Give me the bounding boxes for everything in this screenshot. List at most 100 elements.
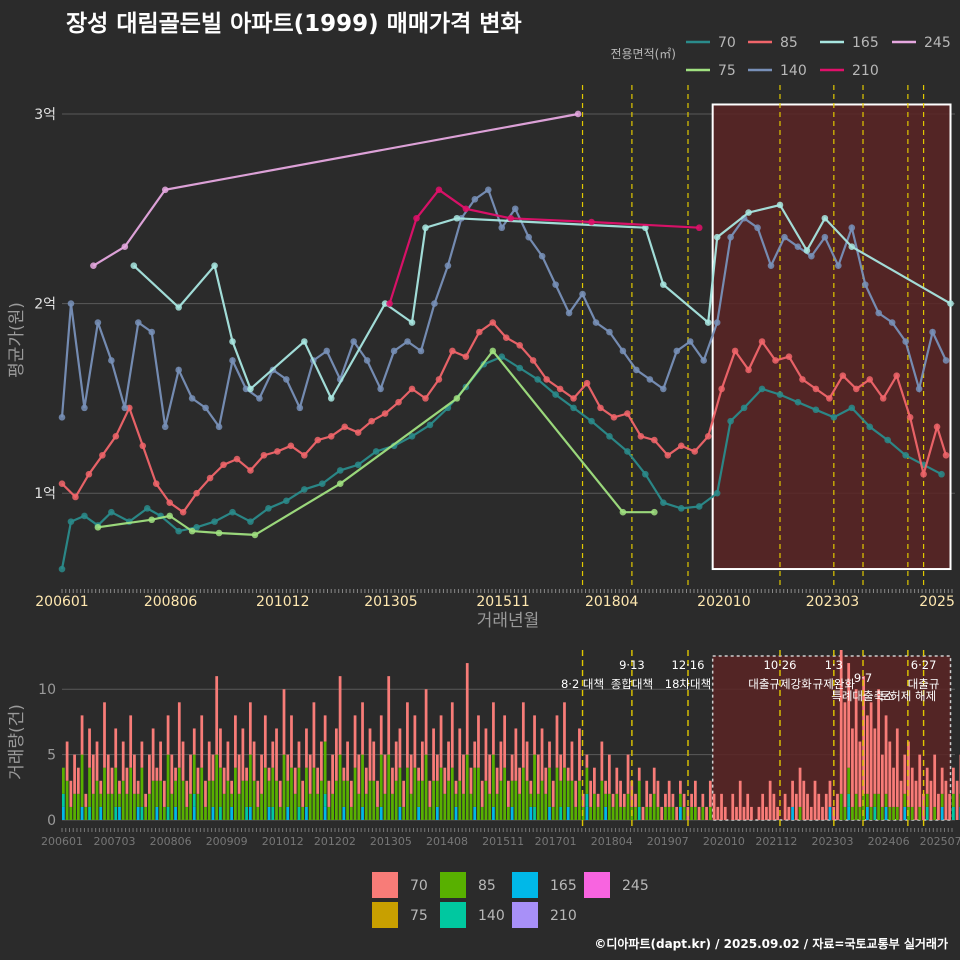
bar-segment [207, 780, 211, 820]
bar-segment [435, 806, 439, 820]
bar-segment [604, 780, 607, 794]
series-point-85 [58, 480, 66, 488]
bar-segment [903, 806, 907, 820]
bar-segment [477, 767, 480, 820]
series-point-85 [301, 451, 308, 459]
series-point-85 [449, 347, 456, 355]
bar-segment [821, 806, 824, 820]
series-point-70 [552, 391, 559, 398]
bar-segment [600, 741, 604, 781]
bar-segment [118, 793, 121, 807]
bar-segment [162, 780, 166, 807]
bar-segment [129, 715, 133, 768]
bar-segment [323, 741, 327, 794]
bar-segment [260, 793, 263, 820]
bar-segment [559, 780, 563, 807]
series-point-70 [283, 497, 290, 505]
bar-segment [99, 780, 103, 794]
bar-segment [615, 793, 619, 820]
bar-segment [611, 806, 615, 820]
bar-segment [548, 741, 551, 768]
bar-legend-swatch-210 [512, 902, 538, 928]
series-point-75 [215, 529, 223, 537]
bar-segment [705, 806, 708, 820]
bar-segment [394, 741, 398, 781]
series-point-85 [408, 385, 416, 393]
bar-segment [765, 806, 768, 820]
bar-segment [84, 806, 88, 820]
bar-segment [607, 793, 611, 820]
series-point-165 [211, 262, 218, 269]
bar-segment [847, 806, 851, 820]
bar-segment [151, 780, 155, 820]
series-point-245 [574, 110, 582, 118]
bar-segment [948, 793, 952, 820]
x-tick-label: 200601 [35, 594, 88, 610]
bar-segment [854, 793, 858, 820]
bar-segment [903, 793, 907, 807]
legend-label-140: 140 [780, 63, 807, 79]
series-point-85 [395, 398, 402, 406]
series-point-70 [372, 448, 380, 455]
bar-segment [918, 806, 922, 820]
series-point-70 [516, 364, 524, 372]
bar-segment [761, 793, 765, 820]
bar-segment [664, 793, 667, 807]
bar-segment [110, 793, 114, 820]
bar-segment [305, 728, 308, 768]
series-point-70 [143, 505, 151, 512]
series-point-85 [112, 433, 120, 440]
series-point-140 [256, 395, 263, 402]
bar-segment [80, 754, 84, 807]
bar-segment [574, 806, 578, 820]
bar-segment [76, 767, 80, 794]
bar-segment [776, 806, 779, 820]
bar-legend-swatch-70 [372, 872, 398, 898]
series-point-70 [336, 467, 344, 474]
series-point-140 [67, 300, 75, 307]
bar-segment [267, 767, 271, 781]
bar-segment [185, 780, 189, 807]
bar-segment [170, 793, 174, 820]
bar-segment [286, 780, 290, 807]
bar-segment [428, 780, 432, 807]
bar-x-tick-label: 201804 [591, 835, 633, 848]
series-point-140 [161, 423, 169, 431]
bar-segment [211, 754, 215, 781]
bar-segment [170, 754, 174, 794]
bar-segment [952, 806, 955, 820]
series-point-85 [852, 385, 860, 393]
bar-segment [439, 767, 443, 820]
bar-segment [361, 806, 364, 820]
y-tick-label: 2억 [34, 297, 56, 313]
bar-segment [151, 728, 155, 781]
legend-label-165: 165 [852, 35, 879, 51]
series-point-85 [220, 461, 227, 469]
series-point-70 [727, 417, 734, 425]
series-point-165 [803, 247, 811, 254]
bar-segment [379, 806, 383, 820]
bar-x-tick-label: 202406 [868, 835, 910, 848]
series-point-140 [188, 395, 196, 402]
series-point-70 [642, 470, 649, 478]
bar-x-tick-label: 201701 [535, 835, 577, 848]
bar-segment [301, 806, 305, 820]
bar-segment [839, 650, 843, 794]
series-point-210 [386, 300, 393, 307]
series-point-70 [624, 448, 631, 455]
series-point-85 [354, 429, 362, 436]
series-line-245 [92, 112, 579, 267]
bar-segment [955, 780, 959, 820]
bar-segment [772, 793, 776, 820]
bar-segment [488, 793, 492, 820]
series-point-245 [90, 262, 97, 269]
bar-segment [222, 793, 226, 820]
series-point-165 [704, 319, 712, 326]
bar-segment [174, 767, 177, 781]
bar-segment [540, 728, 544, 781]
x-tick-label: 201012 [256, 594, 309, 610]
bar-segment [802, 780, 806, 820]
bar-segment [880, 806, 884, 820]
series-point-140 [404, 338, 411, 345]
bar-segment [204, 780, 207, 807]
